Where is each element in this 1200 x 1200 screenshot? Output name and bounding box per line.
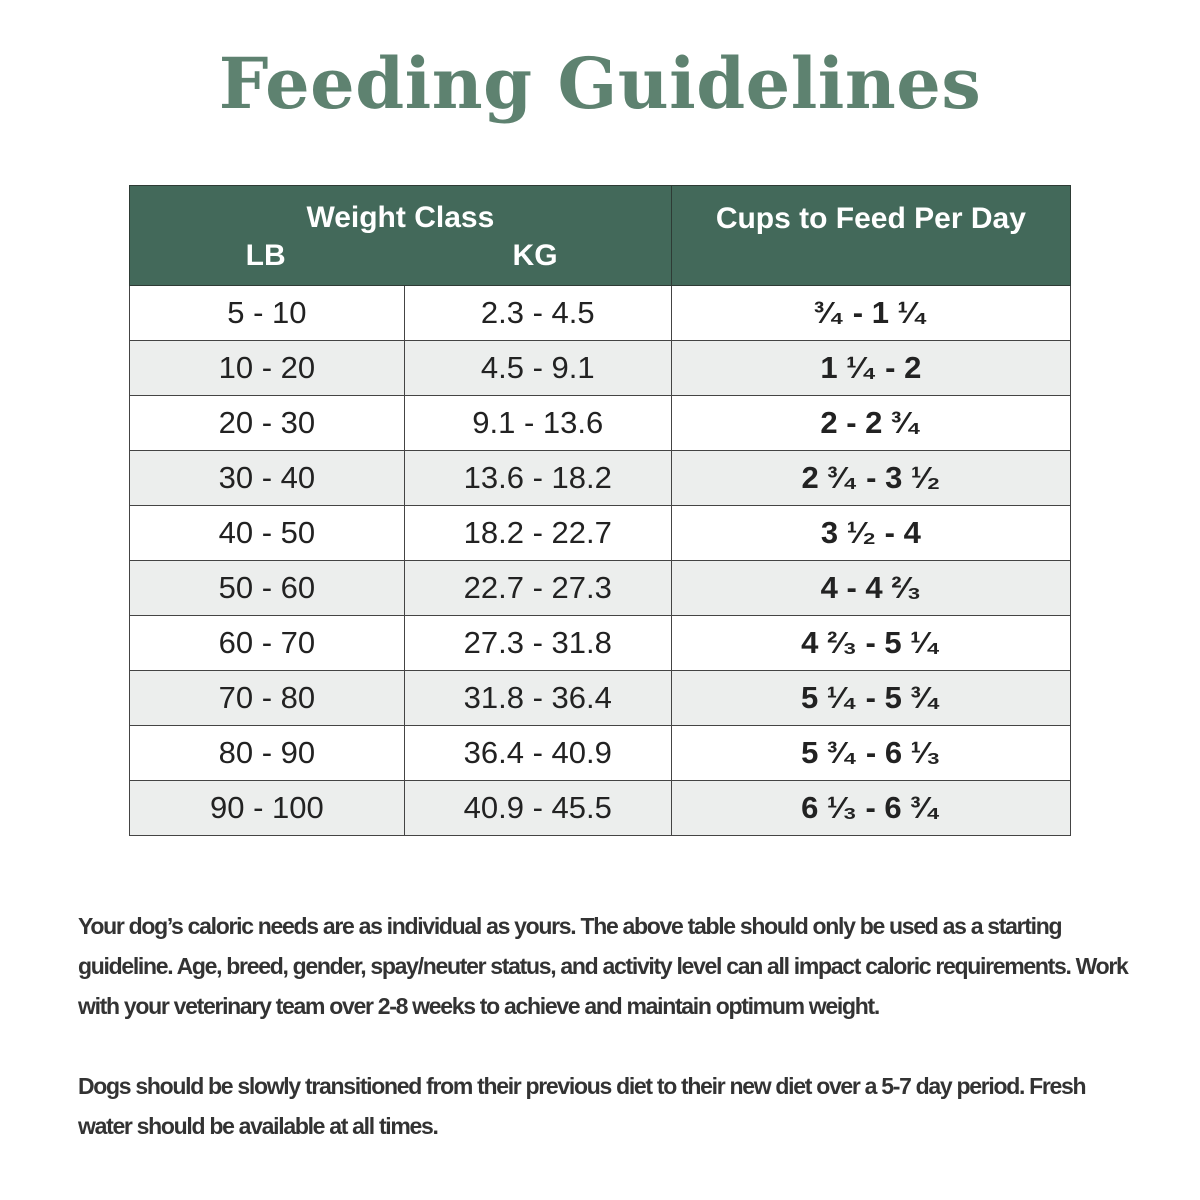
table-row: 60 - 70 27.3 - 31.8 4 ²⁄₃ - 5 ¹⁄₄ [129,615,1072,671]
table-row: 90 - 100 40.9 - 45.5 6 ¹⁄₃ - 6 ³⁄₄ [129,780,1072,836]
cell-kg: 22.7 - 27.3 [403,560,672,616]
cell-lb: 10 - 20 [129,340,405,396]
page-title: Feeding Guidelines [218,42,982,125]
cell-kg: 36.4 - 40.9 [403,725,672,781]
weight-class-label: Weight Class [306,200,495,234]
cell-lb: 5 - 10 [129,285,405,341]
cell-lb: 90 - 100 [129,780,405,836]
table-row: 80 - 90 36.4 - 40.9 5 ³⁄₄ - 6 ¹⁄₃ [129,725,1072,781]
note-transition: Dogs should be slowly transitioned from … [78,1073,1087,1139]
table-row: 30 - 40 13.6 - 18.2 2 ³⁄₄ - 3 ¹⁄₂ [129,450,1072,506]
cell-lb: 60 - 70 [129,615,405,671]
notes: Your dog’s caloric needs are as individu… [78,906,1138,1186]
weight-class-header: Weight Class LB KG [129,185,672,286]
cell-lb: 80 - 90 [129,725,405,781]
table-row: 50 - 60 22.7 - 27.3 4 - 4 ²⁄₃ [129,560,1072,616]
cell-kg: 31.8 - 36.4 [403,670,672,726]
cell-kg: 4.5 - 9.1 [403,340,672,396]
table-row: 70 - 80 31.8 - 36.4 5 ¹⁄₄ - 5 ³⁄₄ [129,670,1072,726]
cell-kg: 27.3 - 31.8 [403,615,672,671]
cell-kg: 13.6 - 18.2 [403,450,672,506]
kg-header: KG [512,238,558,272]
cell-kg: 2.3 - 4.5 [403,285,672,341]
cell-kg: 18.2 - 22.7 [403,505,672,561]
table-row: 10 - 20 4.5 - 9.1 1 ¹⁄₄ - 2 [129,340,1072,396]
table-row: 20 - 30 9.1 - 13.6 2 - 2 ³⁄₄ [129,395,1072,451]
cups-header: Cups to Feed Per Day [670,185,1072,286]
cell-lb: 70 - 80 [129,670,405,726]
cell-kg: 40.9 - 45.5 [403,780,672,836]
cell-cups: ³⁄₄ - 1 ¹⁄₄ [670,285,1072,341]
cell-lb: 50 - 60 [129,560,405,616]
cell-cups: 3 ¹⁄₂ - 4 [670,505,1072,561]
cell-kg: 9.1 - 13.6 [403,395,672,451]
cell-lb: 40 - 50 [129,505,405,561]
lb-header: LB [245,238,286,272]
feeding-table: Weight Class LB KG Cups to Feed Per Day … [129,185,1072,836]
table-row: 40 - 50 18.2 - 22.7 3 ¹⁄₂ - 4 [129,505,1072,561]
note-caloric: Your dog’s caloric needs are as individu… [78,913,1129,1019]
cell-cups: 5 ³⁄₄ - 6 ¹⁄₃ [670,725,1072,781]
cell-cups: 4 - 4 ²⁄₃ [670,560,1072,616]
cell-cups: 2 ³⁄₄ - 3 ¹⁄₂ [670,450,1072,506]
cell-cups: 1 ¹⁄₄ - 2 [670,340,1072,396]
cell-cups: 6 ¹⁄₃ - 6 ³⁄₄ [670,780,1072,836]
cell-lb: 20 - 30 [129,395,405,451]
cell-cups: 5 ¹⁄₄ - 5 ³⁄₄ [670,670,1072,726]
table-row: 5 - 10 2.3 - 4.5 ³⁄₄ - 1 ¹⁄₄ [129,285,1072,341]
cell-cups: 4 ²⁄₃ - 5 ¹⁄₄ [670,615,1072,671]
cell-cups: 2 - 2 ³⁄₄ [670,395,1072,451]
cell-lb: 30 - 40 [129,450,405,506]
